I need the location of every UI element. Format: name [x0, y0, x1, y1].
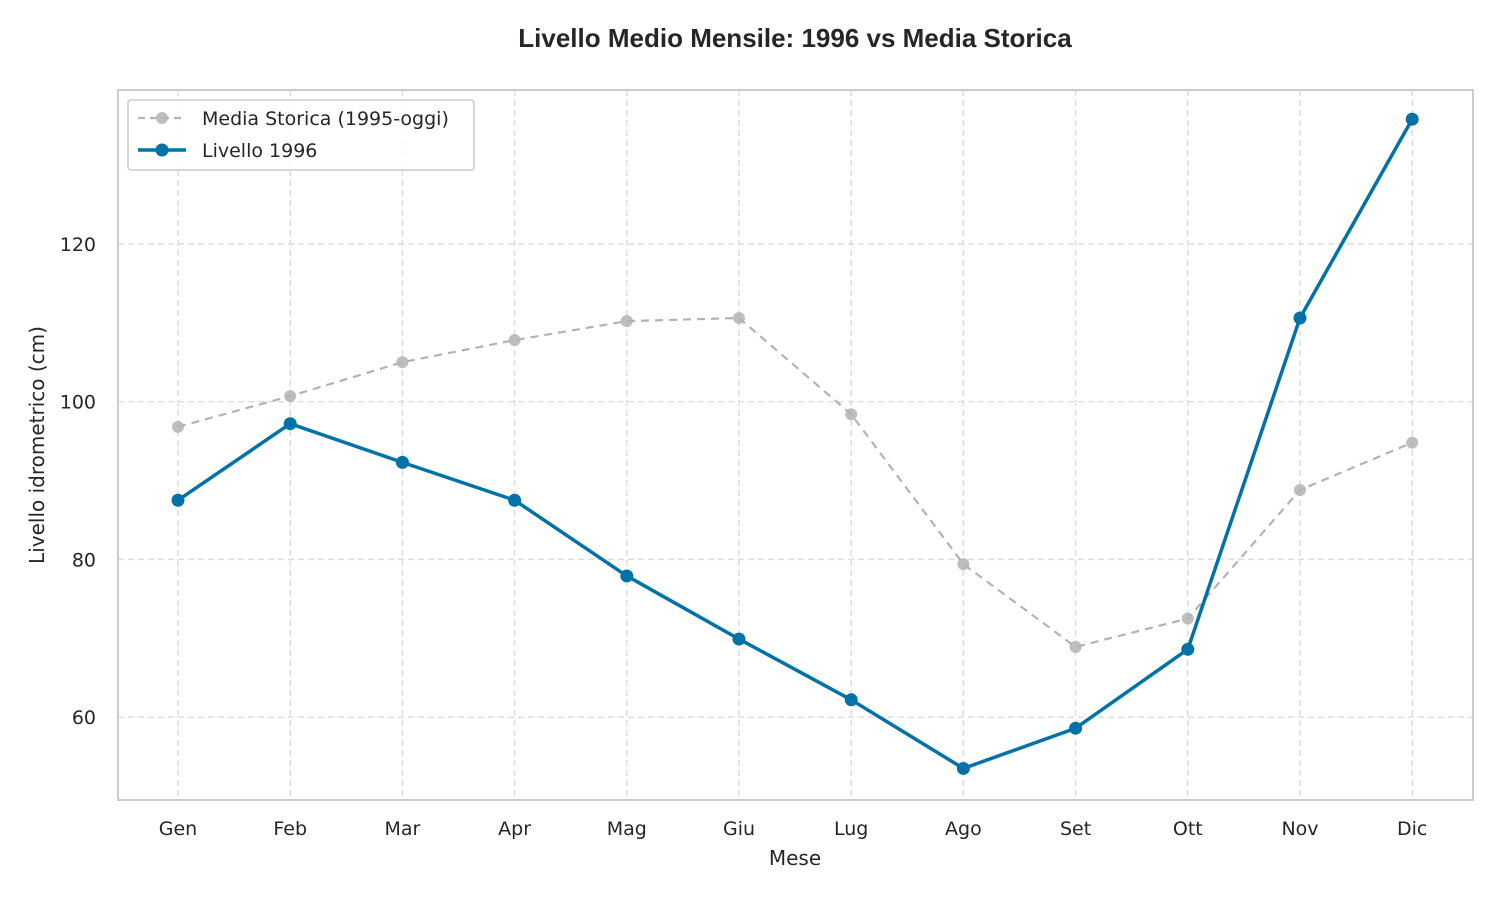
legend-box	[127, 99, 475, 171]
x-axis-label: Mese	[769, 846, 821, 870]
grid-layer	[118, 90, 1473, 800]
x-tick-label: Feb	[273, 818, 307, 840]
x-tick-label: Lug	[834, 818, 868, 840]
data-point-media-storica	[957, 558, 970, 571]
data-point-livello-1996	[1405, 112, 1419, 126]
x-tick-label: Ago	[945, 818, 982, 840]
data-point-livello-1996	[171, 493, 185, 507]
y-tick-label: 120	[60, 234, 96, 256]
x-tick-label: Giu	[723, 818, 755, 840]
data-point-media-storica	[845, 408, 858, 421]
series-line-livello-1996	[177, 118, 1414, 771]
x-tick-label: Nov	[1281, 818, 1318, 840]
data-point-media-storica	[1406, 436, 1419, 449]
data-point-media-storica	[733, 311, 745, 324]
data-point-media-storica	[620, 315, 633, 328]
x-tick-label: Ott	[1173, 818, 1203, 840]
series-line-media-storica	[177, 316, 1413, 649]
series-layer	[171, 112, 1419, 775]
data-point-livello-1996	[395, 455, 409, 469]
x-tick-label: Apr	[498, 818, 531, 840]
data-point-livello-1996	[620, 569, 634, 583]
legend: Media Storica (1995-oggi) Livello 1996	[127, 99, 475, 171]
x-tick-label: Gen	[159, 818, 197, 840]
data-point-livello-1996	[844, 693, 858, 707]
y-axis-label: Livello idrometrico (cm)	[25, 326, 49, 564]
data-point-livello-1996	[508, 493, 522, 507]
legend-marker-livello-1996	[155, 143, 169, 157]
data-point-livello-1996	[1069, 721, 1083, 735]
y-tick-label: 60	[72, 707, 96, 729]
y-tick-label: 80	[72, 549, 96, 571]
data-point-livello-1996	[956, 761, 970, 775]
y-tick-label: 100	[60, 392, 96, 414]
data-point-media-storica	[284, 390, 297, 403]
x-tick-label: Mag	[607, 818, 647, 840]
data-point-media-storica	[1294, 483, 1306, 496]
legend-label-livello-1996: Livello 1996	[202, 140, 317, 162]
chart-title: Livello Medio Mensile: 1996 vs Media Sto…	[518, 23, 1072, 53]
data-point-media-storica	[172, 420, 184, 433]
x-tick-label: Dic	[1397, 818, 1427, 840]
data-point-livello-1996	[1181, 642, 1195, 656]
data-point-media-storica	[508, 334, 521, 347]
x-tick-label: Set	[1060, 818, 1091, 840]
data-point-media-storica	[1181, 612, 1194, 625]
legend-label-media-storica: Media Storica (1995-oggi)	[202, 108, 449, 130]
legend-marker-media-storica	[156, 112, 168, 124]
data-point-livello-1996	[732, 632, 746, 646]
data-point-livello-1996	[283, 417, 297, 431]
data-point-livello-1996	[1293, 311, 1307, 325]
data-point-media-storica	[396, 356, 409, 369]
tick-layer: Gen Feb Mar Apr Mag Giu Lug Ago Set Ott Nov Dic 60 80…	[60, 234, 1428, 840]
data-point-media-storica	[1069, 640, 1082, 653]
x-tick-label: Mar	[384, 818, 420, 840]
plot-frame	[117, 89, 1474, 801]
